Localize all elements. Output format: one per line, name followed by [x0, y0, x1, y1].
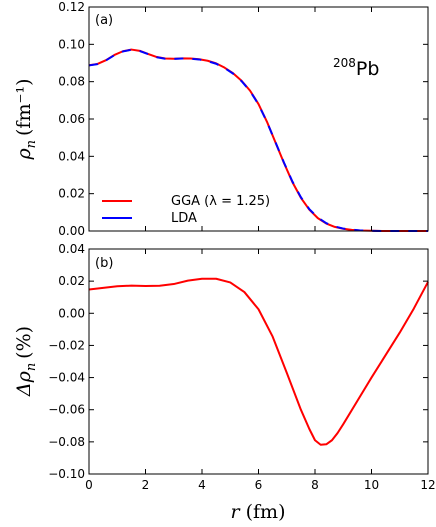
panel-a-y-tick-label: 0.12 — [58, 0, 85, 14]
x-tick-label: 6 — [255, 478, 263, 492]
panel-b: 0 2 4 6 8 10 12 −0.10 −0.08 −0.06 −0.04 −0.02 0.00 0.… — [13, 242, 436, 523]
x-tick-label: 2 — [142, 478, 150, 492]
legend: GGA (λ = 1.25) LDA — [102, 194, 270, 226]
panel-a-y-tick-label: 0.06 — [58, 112, 85, 126]
panel-b-y-tick-label: −0.10 — [48, 467, 85, 481]
panel-a-ylabel: ρn (fm⁻¹) — [13, 78, 39, 160]
panel-a-y-tick-label: 0.04 — [58, 149, 85, 163]
legend-label-lda: LDA — [171, 211, 197, 226]
panel-b-y-tick-label: 0.00 — [58, 306, 85, 320]
panel-b-y-tick-label: −0.02 — [48, 338, 85, 352]
panel-a-y-tick-label: 0.00 — [58, 224, 85, 238]
panel-b-y-tick-label: −0.06 — [48, 403, 85, 417]
panel-b-ylabel-symbol: Δρ — [13, 370, 35, 397]
panel-a-label: (a) — [95, 13, 113, 28]
isotope-mass-number: 208 — [333, 56, 356, 70]
isotope-symbol: Pb — [356, 58, 380, 80]
legend-label-gga: GGA (λ = 1.25) — [171, 194, 270, 209]
isotope-annotation: 208Pb — [333, 56, 379, 80]
panel-a-y-tick-label: 0.10 — [58, 37, 85, 51]
panel-a-ylabel-unit: (fm⁻¹) — [13, 78, 35, 136]
x-tick-label: 12 — [420, 478, 435, 492]
panel-b-frame — [88, 248, 429, 475]
panel-b-y-tick-label: 0.04 — [58, 242, 85, 256]
panel-b-series-0-line — [88, 277, 429, 446]
x-tick-label: 4 — [198, 478, 206, 492]
panel-a-y-tick-label: 0.08 — [58, 75, 85, 89]
panel-a-y-tick-label: 0.02 — [58, 187, 85, 201]
x-axis-label-unit: (fm) — [246, 501, 286, 523]
panel-b-ylabel: Δρn (%) — [13, 326, 39, 397]
panel-a-series-1-line — [88, 48, 428, 232]
panel-b-y-tick-label: 0.02 — [58, 274, 85, 288]
x-axis-label-symbol: r — [231, 501, 242, 523]
panel-b-label: (b) — [95, 256, 113, 271]
x-tick-label: 8 — [311, 478, 319, 492]
x-tick-label: 0 — [85, 478, 93, 492]
panel-b-ylabel-unit: (%) — [13, 326, 35, 359]
panel-b-ylabel-subscript: n — [24, 363, 39, 371]
x-tick-label: 10 — [364, 478, 379, 492]
panel-b-y-tick-label: −0.04 — [48, 371, 85, 385]
panel-a-ylabel-symbol: ρ — [13, 148, 35, 161]
x-axis-label: r (fm) — [231, 501, 286, 523]
panel-a-ylabel-subscript: n — [24, 140, 39, 148]
panel-b-y-tick-label: −0.08 — [48, 435, 85, 449]
panel-a: 0.00 0.02 0.04 0.06 0.08 0.10 0.12 (a) 208Pb G… — [13, 0, 429, 238]
